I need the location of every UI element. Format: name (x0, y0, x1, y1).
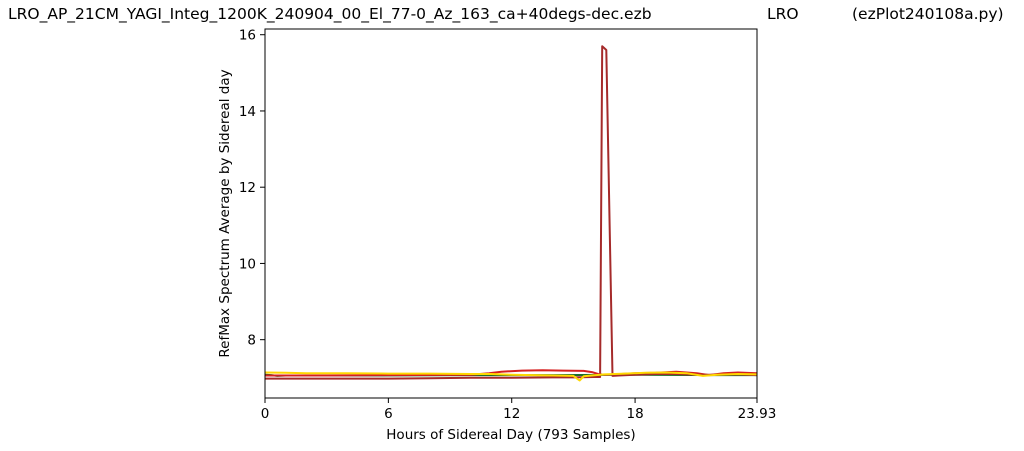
y-tick-label: 16 (239, 28, 256, 44)
x-axis: 0 6 12 18 23.93 (261, 398, 777, 422)
series-line-4 (264, 371, 758, 382)
site-label: LRO (767, 5, 799, 23)
y-tick-label: 8 (247, 333, 256, 349)
x-tick-label: 12 (503, 406, 520, 422)
x-tick-label: 23.93 (738, 406, 777, 422)
file-title: LRO_AP_21CM_YAGI_Integ_1200K_240904_00_E… (8, 5, 652, 23)
series-layer (264, 45, 758, 382)
program-label: (ezPlot240108a.py) (852, 5, 1004, 23)
y-tick-label: 12 (239, 180, 256, 196)
y-axis: 8 10 12 14 16 (239, 28, 265, 349)
x-tick-label: 0 (261, 406, 270, 422)
x-tick-label: 18 (626, 406, 643, 422)
y-axis-label: RefMax Spectrum Average by Sidereal day (217, 69, 233, 357)
x-axis-label: Hours of Sidereal Day (793 Samples) (386, 427, 635, 443)
y-tick-label: 10 (239, 256, 256, 272)
y-tick-label: 14 (239, 104, 256, 120)
series-line-3 (265, 45, 758, 380)
plot-frame (264, 28, 758, 399)
x-tick-label: 6 (384, 406, 393, 422)
